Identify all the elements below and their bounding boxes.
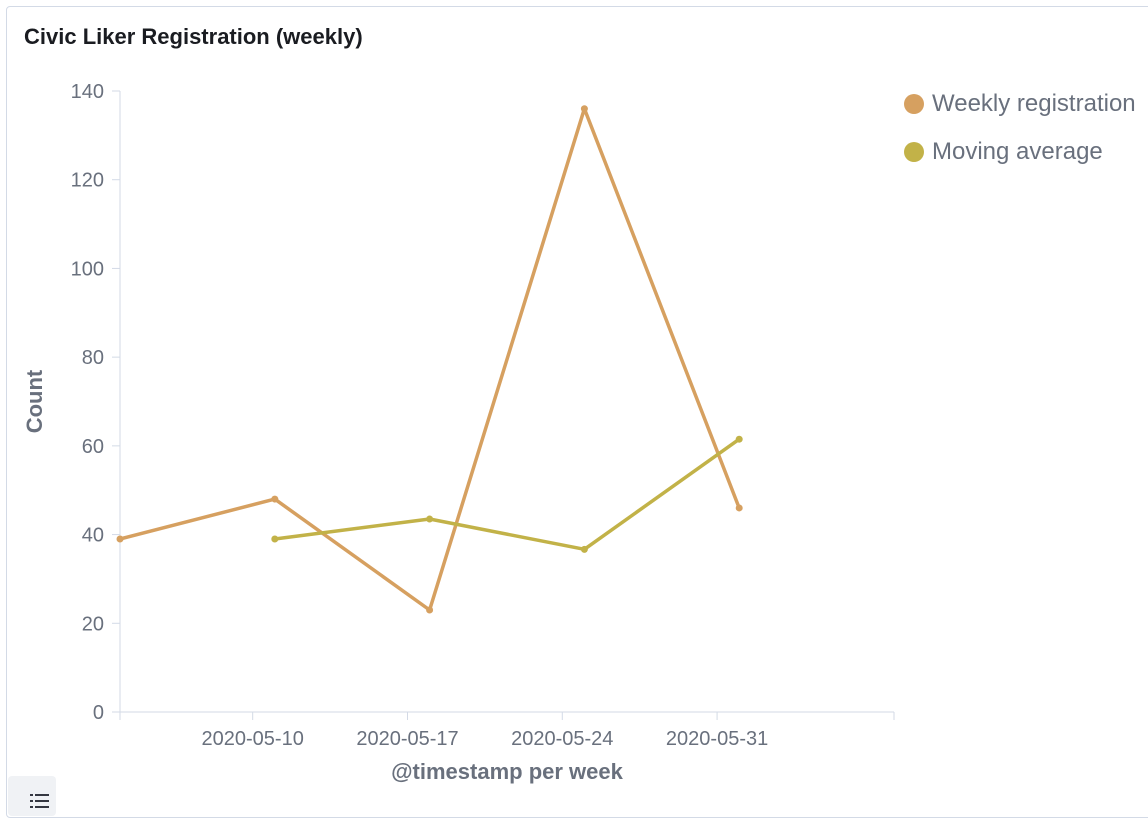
x-tick-label: 2020-05-10 [202,728,304,750]
chart-legend: Weekly registration Moving average [904,80,1136,176]
y-tick-label: 80 [82,347,104,369]
x-tick-label: 2020-05-24 [511,728,613,750]
series-line-moving-average [273,437,741,552]
chart-series [116,105,743,614]
y-tick-label: 120 [71,170,104,192]
legend-item-weekly-registration[interactable]: Weekly registration [904,80,1136,128]
data-point-weekly-registration [580,105,588,113]
y-tick-label: 140 [71,81,104,103]
y-tick-label: 60 [82,436,104,458]
series-line-weekly-registration [118,106,741,612]
legend-color-dot [904,142,924,162]
y-tick-label: 0 [93,702,104,724]
legend-color-dot [904,94,924,114]
x-axis-title: @timestamp per week [391,759,624,784]
data-point-moving-average [426,515,434,523]
data-point-weekly-registration [116,535,124,543]
x-tick-label: 2020-05-17 [356,728,458,750]
data-point-moving-average [735,435,743,443]
y-axis-title: Count [22,369,47,433]
legend-item-moving-average[interactable]: Moving average [904,128,1136,176]
legend-toggle-button[interactable] [8,776,56,816]
panel-title: Civic Liker Registration (weekly) [24,24,363,49]
chart-axes: 0 20 40 60 80 100 120 140 2020-05-10 2020-05-17 20… [22,81,895,784]
y-tick-label: 20 [82,613,104,635]
y-tick-label: 100 [71,258,104,280]
y-tick-label: 40 [82,525,104,547]
visualization-panel [6,6,1148,818]
data-point-weekly-registration [735,504,743,512]
data-point-weekly-registration [271,495,279,503]
data-point-weekly-registration [426,606,434,614]
data-point-moving-average [580,545,588,553]
x-tick-label: 2020-05-31 [666,728,768,750]
legend-label: Moving average [932,138,1103,165]
data-point-moving-average [271,535,279,543]
legend-label: Weekly registration [932,90,1136,117]
